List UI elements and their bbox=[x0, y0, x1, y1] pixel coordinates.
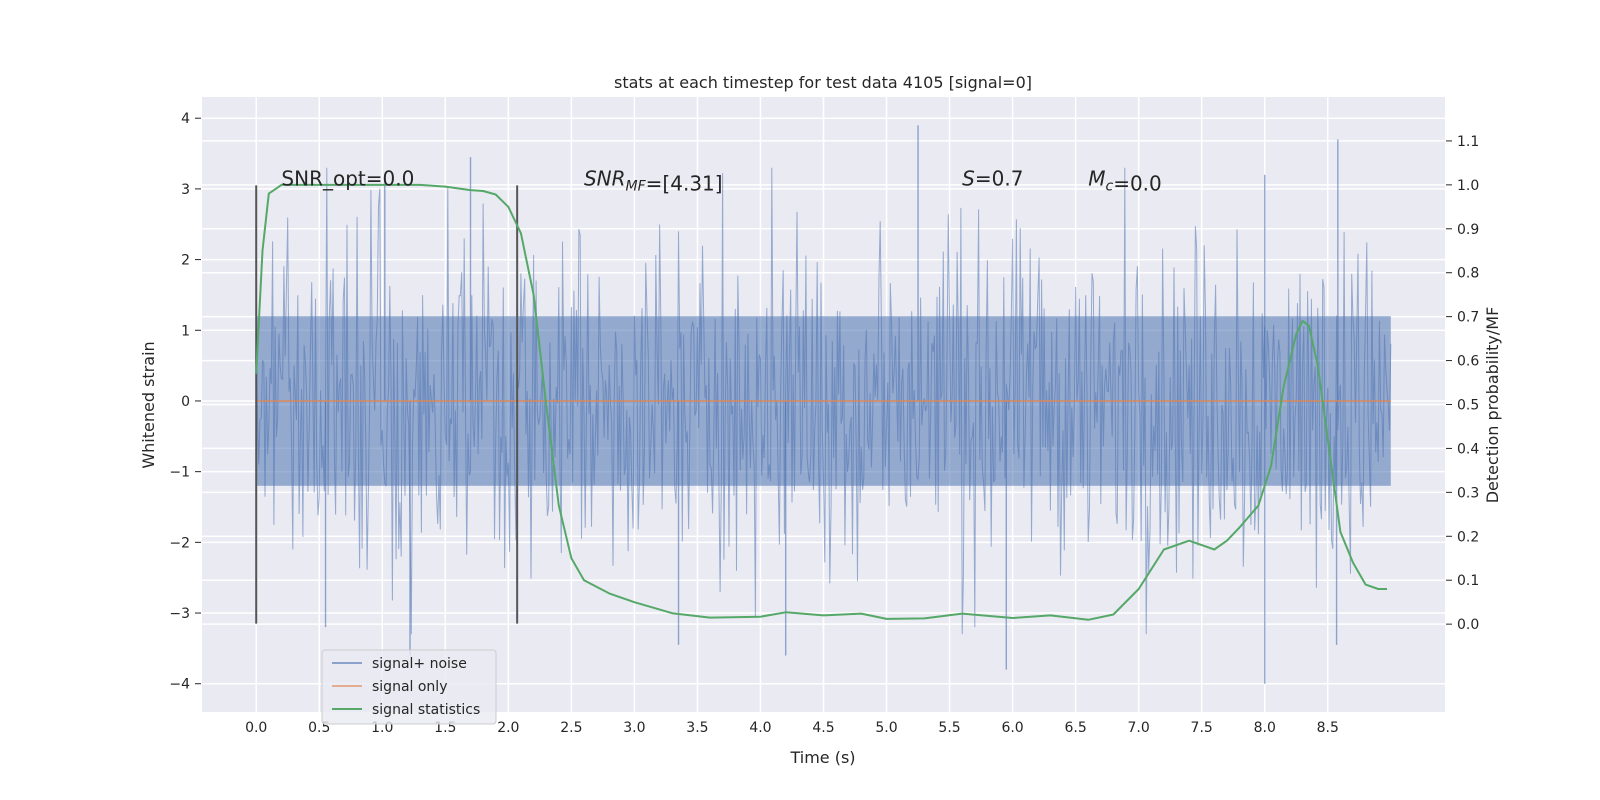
x-tick-label: 7.0 bbox=[1128, 720, 1150, 736]
annotation-s: S=0.7 bbox=[962, 166, 1023, 190]
x-tick-label: 6.5 bbox=[1064, 720, 1086, 736]
y-tick-label: 4 bbox=[181, 111, 190, 127]
legend: signal+ noise signal only signal statist… bbox=[321, 649, 497, 725]
y-right-tick-label: 0.6 bbox=[1457, 354, 1479, 370]
y-right-tick-label: 1.0 bbox=[1457, 178, 1479, 194]
signal-plus-noise-line bbox=[255, 167, 1392, 635]
x-axis-title: Time (s) bbox=[789, 748, 855, 767]
y-tick-label: −3 bbox=[169, 606, 190, 622]
y-tick-label: 1 bbox=[181, 323, 190, 339]
y-right-tick-label: 0.1 bbox=[1457, 573, 1479, 589]
signal-statistics-line bbox=[255, 183, 1387, 621]
x-tick-label: 4.0 bbox=[749, 720, 771, 736]
legend-label-signal-statistics: signal statistics bbox=[372, 702, 480, 718]
x-tick-label: 7.5 bbox=[1191, 720, 1213, 736]
y-right-tick-label: 0.2 bbox=[1457, 529, 1479, 545]
legend-label-signal-only: signal only bbox=[372, 679, 447, 695]
y-right-tick-label: 0.5 bbox=[1457, 398, 1479, 414]
y-tick-label: −1 bbox=[169, 465, 190, 481]
y-axis-right-title: Detection probability/MF bbox=[1483, 307, 1502, 504]
y-right-tick-label: 0.0 bbox=[1457, 617, 1479, 633]
y-tick-label: 3 bbox=[181, 182, 190, 198]
y-tick-label: 0 bbox=[181, 394, 190, 410]
y-right-tick-label: 0.9 bbox=[1457, 222, 1479, 238]
annotation-layer: SNR_opt=0.0 SNRMF=[4.31] S=0.7 Mc=0.0 bbox=[281, 166, 1161, 195]
x-tick-label: 8.0 bbox=[1254, 720, 1276, 736]
chart-title: stats at each timestep for test data 410… bbox=[614, 73, 1032, 92]
y-right-tick-label: 0.8 bbox=[1457, 266, 1479, 282]
x-tick-label: 4.5 bbox=[812, 720, 834, 736]
x-tick-label: 2.0 bbox=[497, 720, 519, 736]
y-right-tick-label: 0.4 bbox=[1457, 441, 1479, 457]
vertical-marker-layer bbox=[255, 185, 519, 624]
y-tick-label: −2 bbox=[169, 535, 190, 551]
y-right-tick-label: 0.7 bbox=[1457, 310, 1479, 326]
x-tick-label: 5.0 bbox=[875, 720, 897, 736]
signal-statistics-series bbox=[255, 183, 1387, 621]
x-tick-label: 5.5 bbox=[938, 720, 960, 736]
y-axis-title: Whitened strain bbox=[139, 341, 158, 468]
y-tick-label: −4 bbox=[169, 677, 190, 693]
x-tick-label: 2.5 bbox=[560, 720, 582, 736]
legend-box bbox=[321, 649, 497, 725]
x-tick-label: 6.0 bbox=[1001, 720, 1023, 736]
x-tick-label: 0.0 bbox=[245, 720, 267, 736]
y-right-tick-label: 1.1 bbox=[1457, 134, 1479, 150]
y-right-tick-label: 0.3 bbox=[1457, 485, 1479, 501]
y-tick-label: 2 bbox=[181, 253, 190, 269]
x-tick-label: 3.0 bbox=[623, 720, 645, 736]
x-tick-label: 3.5 bbox=[686, 720, 708, 736]
tick-labels-layer: 0.0 0.5 1.0 1.5 2.0 2.5 3.0 3.5 4.0 4.5 5.0 5.5 6.0 6… bbox=[169, 111, 1479, 736]
legend-label-signal-plus-noise: signal+ noise bbox=[372, 656, 467, 672]
annotation-snr-mf: SNRMF=[4.31] bbox=[584, 166, 723, 195]
x-tick-label: 8.5 bbox=[1317, 720, 1339, 736]
annotation-snr-opt: SNR_opt=0.0 bbox=[281, 166, 414, 190]
annotation-mc: Mc=0.0 bbox=[1088, 166, 1162, 195]
